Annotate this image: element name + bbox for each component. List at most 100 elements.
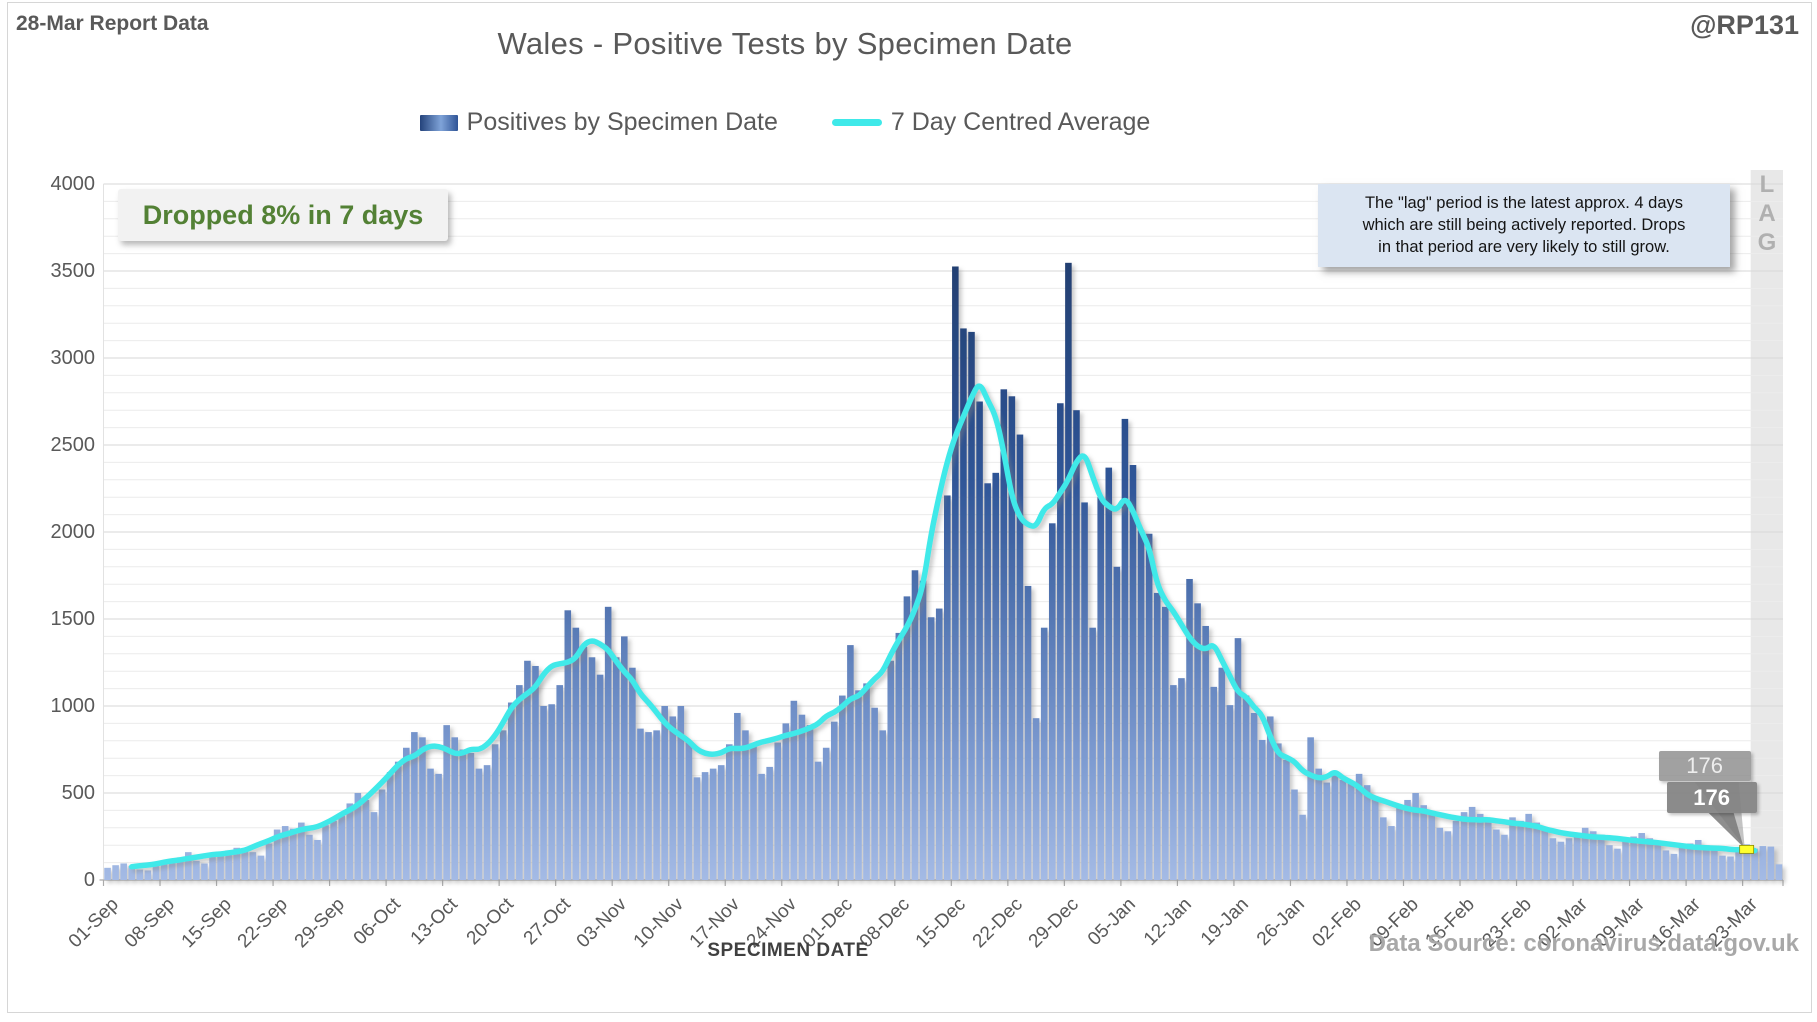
bar — [1638, 833, 1645, 880]
bar — [1129, 465, 1137, 880]
bar — [209, 853, 216, 880]
bar — [1388, 826, 1395, 880]
bar — [1581, 827, 1589, 880]
bar — [1186, 578, 1193, 880]
bar — [709, 768, 717, 880]
bar — [1428, 812, 1436, 880]
bar — [1557, 841, 1565, 880]
bar — [201, 863, 208, 880]
bar — [112, 865, 119, 880]
bar — [548, 704, 555, 880]
bar — [1291, 789, 1298, 880]
bar — [677, 706, 685, 880]
average-line — [129, 383, 1758, 870]
lag-letter: G — [1757, 229, 1777, 256]
bar — [596, 674, 604, 880]
bar — [1630, 836, 1637, 880]
bar — [879, 730, 886, 880]
bar — [798, 714, 806, 880]
bar — [1081, 502, 1088, 880]
bar — [1517, 820, 1524, 880]
value-callout-front-text: 176 — [1693, 784, 1731, 810]
bar — [1363, 785, 1371, 880]
bar — [1670, 853, 1678, 880]
bar — [193, 860, 200, 880]
bar — [1614, 848, 1621, 880]
bar — [1420, 805, 1427, 880]
bar — [1412, 793, 1419, 880]
bar — [1606, 845, 1613, 880]
bar — [1404, 799, 1411, 880]
bar — [346, 803, 354, 880]
bar — [314, 839, 321, 880]
bar — [1283, 759, 1290, 880]
bar — [467, 752, 475, 880]
bar — [516, 685, 523, 880]
bar — [1662, 850, 1670, 880]
bar — [952, 266, 959, 881]
bar — [806, 725, 814, 880]
bar — [685, 740, 693, 880]
line-icon — [831, 119, 882, 126]
bar — [1380, 817, 1387, 880]
bar — [1767, 846, 1775, 880]
bar — [766, 766, 773, 880]
bar — [443, 725, 450, 880]
bar — [524, 660, 531, 880]
bar — [1775, 864, 1783, 880]
report-date-label: 28-Mar Report Data — [16, 12, 209, 35]
bar — [1032, 718, 1040, 880]
bar — [330, 820, 337, 880]
bar — [564, 610, 572, 880]
bar — [580, 646, 588, 880]
bar — [176, 857, 184, 880]
bar — [298, 822, 305, 880]
bar — [1589, 831, 1597, 880]
bar — [935, 608, 943, 880]
bar — [281, 826, 289, 880]
bar — [451, 737, 459, 880]
bar — [1178, 678, 1185, 880]
bars-series — [104, 262, 1783, 881]
bar — [629, 667, 636, 880]
bar — [1468, 806, 1476, 880]
bar — [911, 570, 919, 880]
bar — [273, 829, 281, 880]
bar — [168, 859, 176, 880]
bar — [863, 683, 870, 880]
bar — [790, 700, 798, 880]
bar — [774, 742, 782, 880]
bar — [1250, 712, 1258, 880]
bar — [1048, 523, 1056, 880]
bar — [128, 866, 136, 880]
bar — [1711, 848, 1718, 880]
data-source-label: Data Source: coronavirus.data.gov.uk — [1368, 930, 1799, 957]
bar — [475, 768, 483, 880]
bar — [378, 789, 386, 880]
bar — [1759, 846, 1767, 880]
bar — [1315, 768, 1322, 880]
bar — [1735, 847, 1742, 880]
bar — [136, 869, 144, 880]
bar — [1347, 782, 1355, 880]
x-axis-title: SPECIMEN DATE — [707, 940, 869, 961]
bar — [225, 850, 232, 880]
bar — [693, 777, 701, 880]
bar — [1686, 843, 1694, 880]
bar — [1323, 782, 1331, 880]
bar — [499, 730, 507, 880]
bar — [960, 328, 967, 880]
bar — [814, 761, 822, 880]
bar — [1525, 813, 1532, 880]
bar — [1509, 817, 1516, 880]
bar — [160, 861, 168, 880]
bar — [847, 645, 854, 880]
bar — [1565, 838, 1573, 880]
y-axis-label: 4000 — [50, 173, 96, 195]
bar — [257, 855, 265, 880]
bar — [1299, 814, 1306, 880]
bar — [556, 685, 563, 880]
bar — [120, 863, 127, 880]
